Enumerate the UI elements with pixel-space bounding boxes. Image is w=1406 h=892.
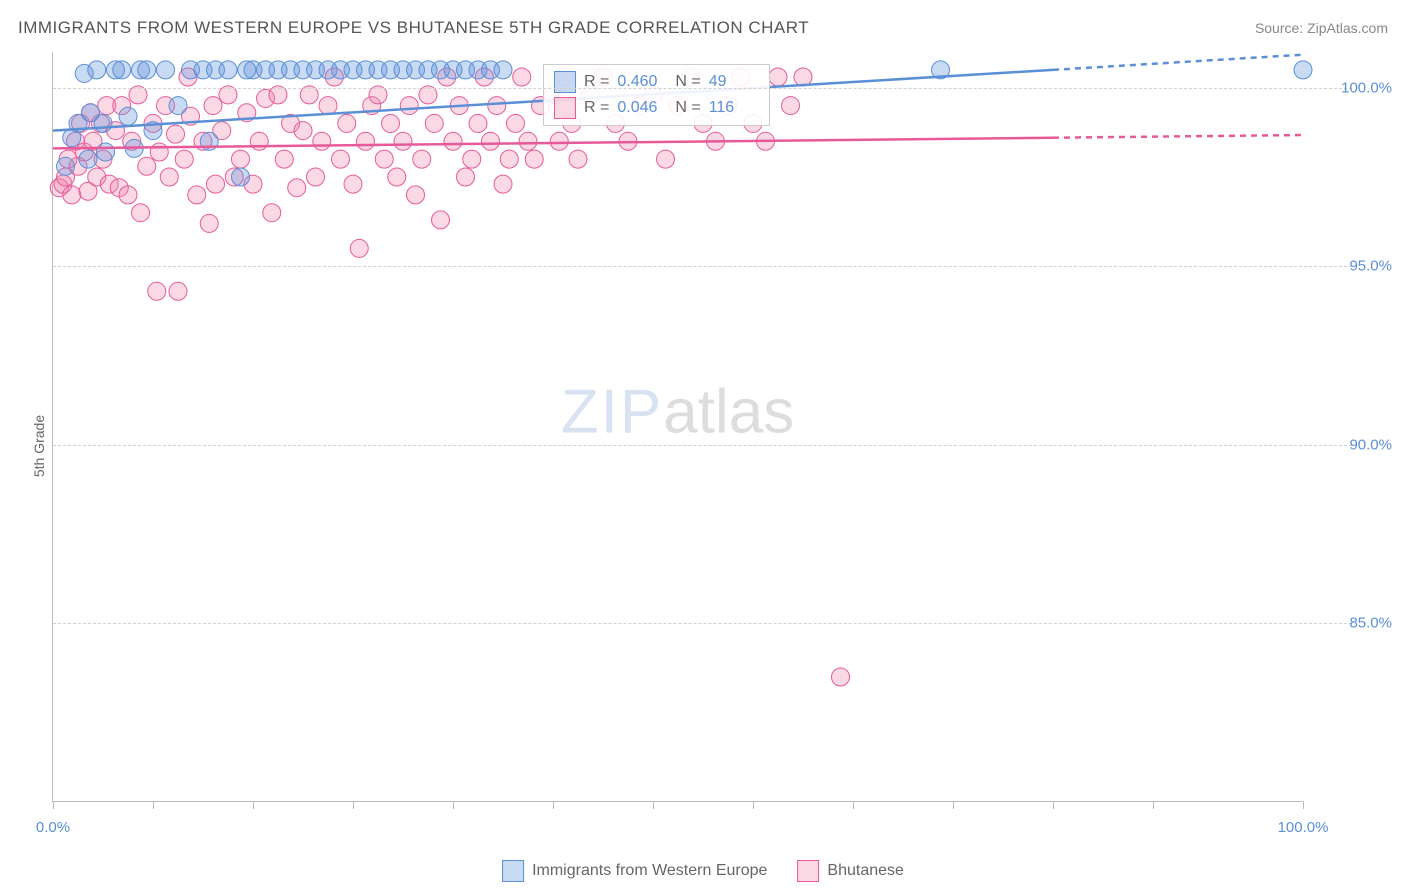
source-label: Source: ZipAtlas.com bbox=[1255, 20, 1388, 36]
r-value-pink: 0.046 bbox=[617, 99, 667, 117]
chart-title: IMMIGRANTS FROM WESTERN EUROPE VS BHUTAN… bbox=[18, 18, 809, 38]
y-tick-label: 85.0% bbox=[1322, 615, 1392, 632]
y-tick-label: 90.0% bbox=[1322, 436, 1392, 453]
legend-swatch-blue-bottom bbox=[502, 860, 524, 882]
legend-swatch-pink-bottom bbox=[797, 860, 819, 882]
legend-swatch-blue bbox=[554, 71, 576, 93]
scatter-plot bbox=[53, 52, 1302, 801]
x-tick-label: 0.0% bbox=[36, 819, 70, 836]
y-axis-label: 5th Grade bbox=[31, 415, 47, 477]
chart-plot-area: ZIPatlas R = 0.460 N = 49 R = 0.046 N = … bbox=[52, 52, 1302, 802]
series-name-pink: Bhutanese bbox=[827, 862, 904, 880]
stats-legend: R = 0.460 N = 49 R = 0.046 N = 116 bbox=[543, 64, 770, 126]
y-tick-label: 95.0% bbox=[1322, 258, 1392, 275]
y-tick-label: 100.0% bbox=[1322, 79, 1392, 96]
legend-swatch-pink bbox=[554, 97, 576, 119]
series-legend: Immigrants from Western Europe Bhutanese bbox=[502, 860, 904, 882]
n-value-pink: 116 bbox=[709, 99, 759, 117]
series-name-blue: Immigrants from Western Europe bbox=[532, 862, 767, 880]
x-tick-label: 100.0% bbox=[1278, 819, 1329, 836]
